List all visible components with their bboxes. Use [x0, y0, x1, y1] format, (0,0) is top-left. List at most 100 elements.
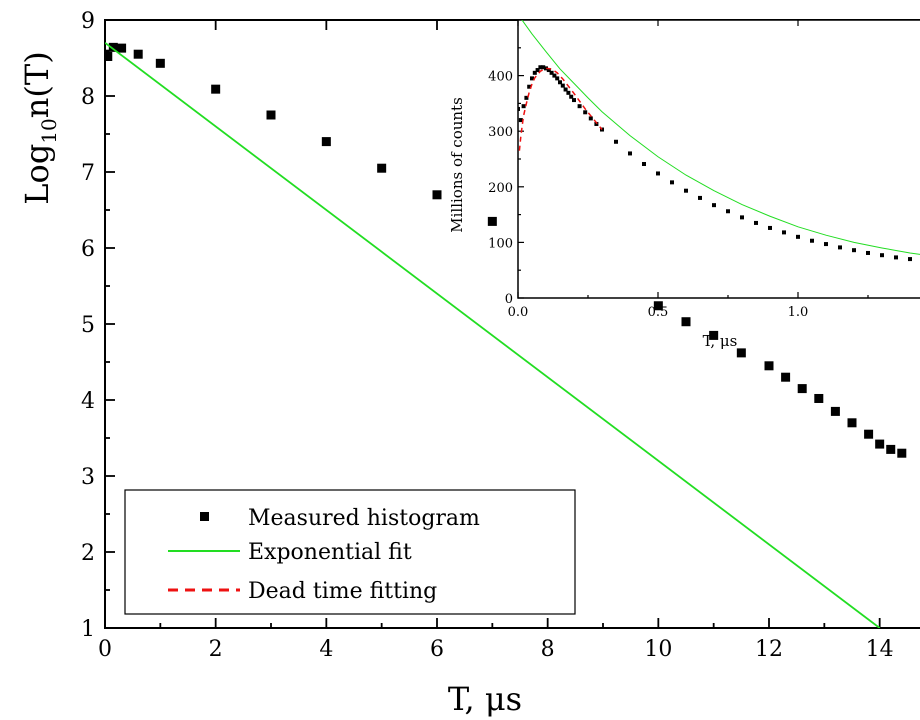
inset-y-tick-label: 400	[488, 70, 513, 85]
inset-background	[518, 20, 920, 298]
inset-x-tick-label: 1.0	[788, 305, 809, 320]
inset-series-measured-histogram-point	[524, 95, 529, 100]
inset-series-measured-histogram-point	[824, 242, 828, 247]
inset-series-measured-histogram-point	[532, 70, 537, 75]
main-x-tick-label: 10	[644, 637, 672, 662]
main-y-tick-label: 1	[81, 617, 95, 642]
main-y-axis-title-tail: n(T)	[18, 51, 56, 118]
main-series-measured-histogram-point	[321, 137, 331, 147]
inset-series-measured-histogram-point	[810, 238, 814, 243]
main-y-ticks: 1 2 3 4 5 6 7 8 9	[81, 9, 115, 642]
main-series-measured-histogram-point	[432, 190, 442, 200]
inset-series-measured-histogram-point	[569, 94, 574, 99]
inset-series-measured-histogram-point	[521, 104, 526, 109]
inset-series-measured-histogram-point	[577, 104, 582, 109]
inset-series	[518, 20, 920, 262]
inset-series-measured-histogram-point	[535, 68, 540, 73]
inset-series-measured-histogram-point	[566, 90, 571, 95]
inset-series-measured-histogram-point	[768, 225, 772, 230]
inset-series-measured-histogram-point	[558, 80, 562, 85]
main-series-measured-histogram-point	[377, 163, 387, 173]
main-series	[105, 42, 907, 628]
main-series-measured-histogram-point	[211, 84, 221, 94]
main-y-tick-label: 6	[81, 237, 95, 262]
inset-series-measured-histogram-point	[546, 68, 551, 73]
main-y-tick-label: 2	[81, 541, 95, 566]
inset-series-exponential-fit-line	[521, 20, 920, 255]
inset-series-measured-histogram-point	[866, 250, 870, 255]
legend-label-exponential: Exponential fit	[248, 540, 412, 565]
main-series-measured-histogram-point	[847, 418, 857, 428]
main-series-measured-histogram-point	[681, 317, 691, 327]
inset-series-measured-histogram-point	[594, 121, 599, 126]
main-y-axis-title-main: Log	[18, 144, 56, 205]
main-y-tick-label: 8	[81, 85, 95, 110]
main-x-tick-label: 6	[430, 637, 444, 662]
main-series-measured-histogram-point	[487, 216, 497, 226]
main-series-measured-histogram-point	[736, 348, 746, 358]
main-y-tick-label: 9	[81, 9, 95, 34]
main-series-measured-histogram-point	[781, 372, 791, 382]
main-x-tick-label: 12	[755, 637, 783, 662]
main-series-measured-histogram-point	[875, 439, 885, 449]
main-y-axis-title: Log10n(T)	[18, 51, 61, 204]
inset-y-tick-label: 0	[505, 292, 513, 307]
inset-series-measured-histogram-point	[670, 180, 674, 185]
main-x-ticks: 0 2 4 6 8 10 12 14	[98, 20, 894, 662]
main-series-measured-histogram-point	[108, 42, 118, 52]
inset-series-measured-histogram-point	[712, 203, 716, 208]
inset-series-measured-histogram-point	[527, 84, 532, 89]
inset-series-measured-histogram-point	[518, 118, 523, 123]
inset-series-measured-histogram-point	[852, 248, 856, 253]
main-y-axis-title-sub: 10	[37, 118, 61, 143]
main-x-tick-label: 8	[541, 637, 555, 662]
main-x-tick-label: 0	[98, 637, 112, 662]
legend: Measured histogram Exponential fit Dead …	[124, 489, 576, 615]
main-y-tick-label: 3	[81, 465, 95, 490]
main-series-measured-histogram-point	[864, 429, 874, 439]
inset-series-measured-histogram-point	[642, 162, 646, 167]
main-x-tick-label: 2	[209, 637, 223, 662]
inset-series-measured-histogram-point	[544, 66, 548, 71]
inset-series-measured-histogram-point	[908, 257, 912, 262]
inset-series-measured-histogram-point	[740, 215, 744, 220]
main-y-tick-label: 7	[81, 161, 95, 186]
legend-label-measured: Measured histogram	[248, 506, 480, 531]
inset-series-measured-histogram-point	[563, 87, 568, 92]
main-series-measured-histogram-point	[709, 330, 719, 340]
inset-series-measured-histogram-point	[754, 220, 758, 225]
inset-series-measured-histogram-point	[583, 110, 588, 115]
inset-series-measured-histogram-point	[538, 65, 543, 70]
main-series-measured-histogram-point	[830, 406, 840, 416]
main-series-measured-histogram-point	[155, 58, 165, 68]
inset-series-dead-time-fitting-line	[518, 67, 603, 151]
main-series-measured-histogram-point	[814, 393, 824, 403]
main-y-tick-label: 5	[81, 313, 95, 338]
inset-series-measured-histogram-point	[552, 73, 557, 78]
inset-series-measured-histogram-point	[614, 139, 618, 144]
inset-x-ticks: 0.0 0.5 1.0	[508, 20, 869, 320]
legend-label-deadtime: Dead time fitting	[248, 579, 437, 604]
inset-series-measured-histogram-point	[684, 188, 688, 193]
legend-marker-measured	[200, 512, 209, 521]
main-series-measured-histogram-point	[117, 43, 127, 53]
main-series-exponential-fit-line	[105, 42, 881, 628]
inset-y-ticks: 0 100 200 300 400	[488, 47, 524, 307]
inset-series-measured-histogram-point	[549, 70, 554, 75]
inset-series-measured-histogram-point	[560, 83, 565, 88]
main-x-axis-title: T, μs	[448, 680, 522, 718]
inset-y-axis-title: Millions of counts	[448, 97, 466, 233]
main-series-measured-histogram-point	[105, 51, 113, 61]
inset-series-measured-histogram-point	[880, 253, 884, 258]
inset-x-tick-label: 0.5	[648, 305, 669, 320]
inset-series-measured-histogram-point	[656, 171, 660, 176]
inset-y-tick-label: 100	[488, 236, 513, 251]
main-series-measured-histogram-point	[133, 49, 143, 59]
inset-series-measured-histogram-point	[796, 234, 800, 239]
main-series-measured-histogram-point	[653, 301, 663, 311]
main-series-measured-histogram-point	[266, 110, 276, 120]
inset-series-measured-histogram-point	[530, 76, 534, 81]
inset-series-measured-histogram-point	[628, 151, 632, 156]
